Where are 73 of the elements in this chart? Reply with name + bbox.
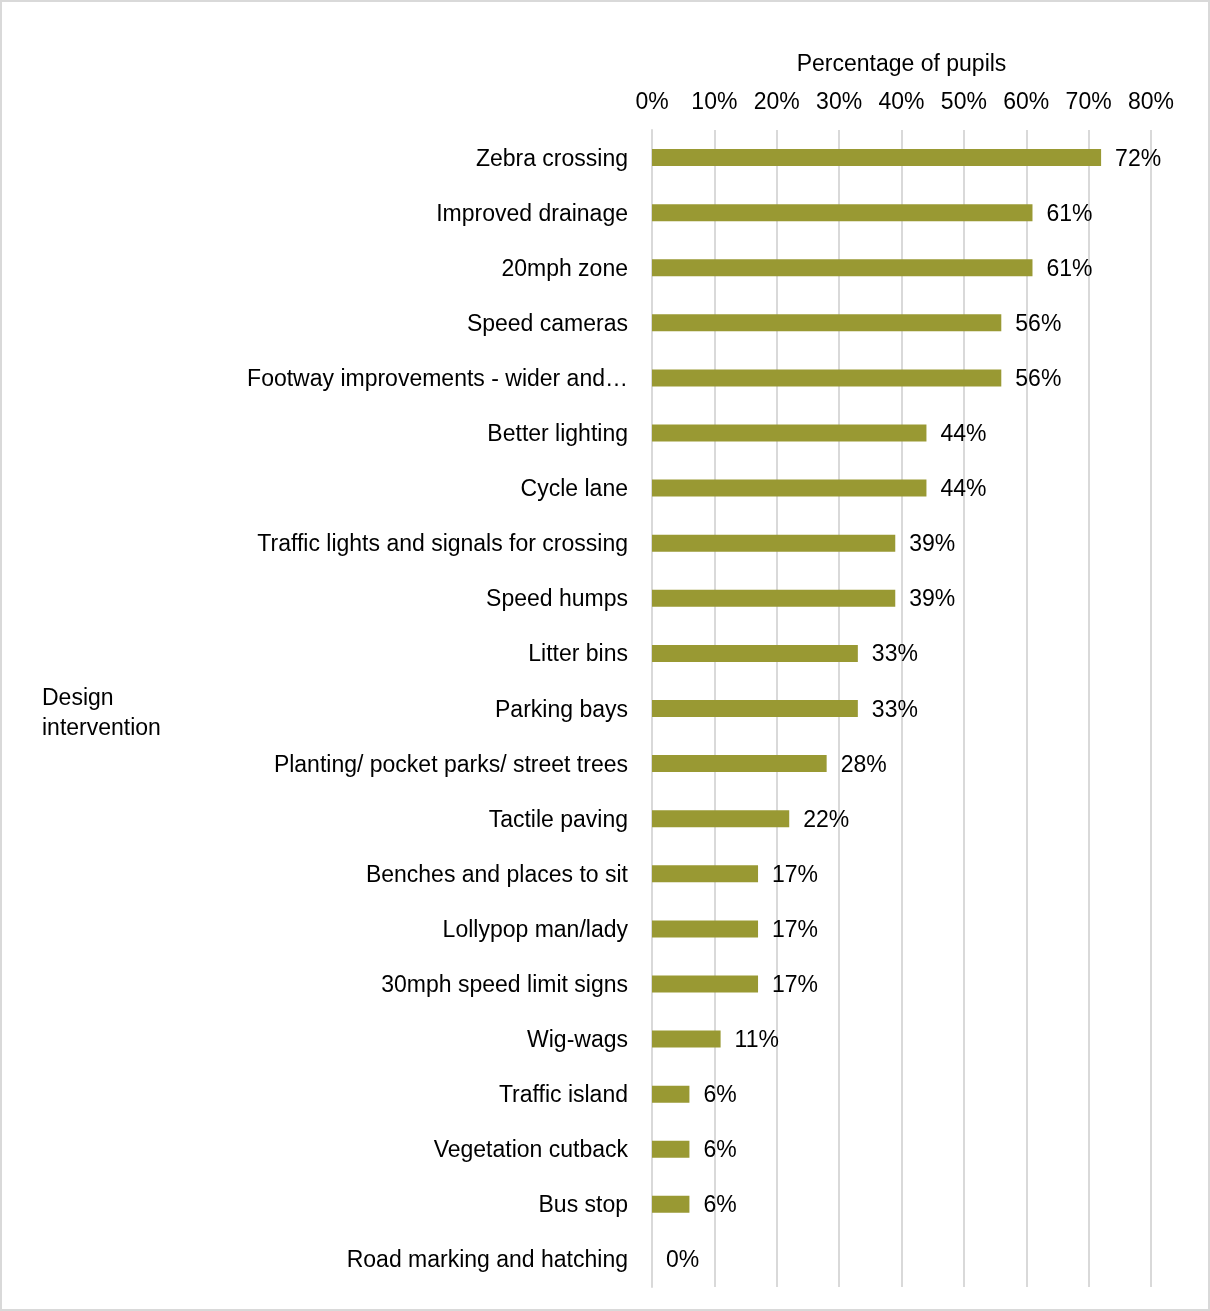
x-tick-label: 70% [1065,87,1112,114]
data-label: 56% [1015,364,1062,391]
bar [652,479,927,497]
y-tick-label: Bus stop [538,1191,628,1218]
y-tick-label: Planting/ pocket parks/ street trees [273,750,628,777]
y-axis-title: Design intervention [42,684,161,740]
bar [652,204,1033,222]
data-label: 17% [772,970,819,997]
data-label: 6% [703,1136,737,1163]
bar [652,975,759,993]
y-tick-label: Better lighting [487,420,628,447]
y-tick-label: Footway improvements - wider and… [247,364,628,391]
data-label: 17% [772,860,819,887]
x-tick-label: 60% [1003,87,1050,114]
x-tick-label: 30% [816,87,863,114]
data-label: 6% [703,1191,737,1218]
data-label: 17% [772,915,819,942]
data-label: 72% [1115,144,1162,171]
x-tick-label: 20% [753,87,800,114]
y-tick-label: Lollypop man/lady [442,915,629,942]
x-tick-label: 40% [878,87,925,114]
data-label: 0% [666,1246,700,1273]
x-tick-label: 50% [940,87,987,114]
x-tick-label: 10% [691,87,738,114]
bar [652,810,790,828]
bar [652,534,896,552]
y-tick-label: 20mph zone [501,254,628,281]
data-label: 61% [1046,199,1093,226]
y-tick-label: Wig-wags [527,1026,628,1053]
bar [652,314,1002,332]
bar [652,1195,690,1213]
bar [652,755,827,773]
x-tick-label: 80% [1127,87,1175,114]
data-label: 28% [840,750,887,777]
data-label: 33% [871,640,918,667]
bar [652,369,1002,387]
data-label: 22% [803,805,850,832]
y-tick-label: Speed cameras [466,309,628,336]
x-tick-label: 0% [635,87,669,114]
y-tick-label: Litter bins [528,640,628,667]
bar [652,644,858,662]
data-label: 56% [1015,309,1062,336]
data-label: 39% [909,585,956,612]
bar [652,920,759,938]
data-label: 44% [940,475,987,502]
bar [652,865,759,883]
y-tick-label: Benches and places to sit [365,860,629,887]
bar [652,1085,690,1103]
data-label: 39% [909,530,956,557]
x-axis-title: Percentage of pupils [796,49,1007,76]
y-tick-label: Zebra crossing [475,144,628,171]
y-tick-label: 30mph speed limit signs [381,970,628,997]
y-tick-label: Improved drainage [436,199,628,226]
y-tick-label: Tactile paving [488,805,628,832]
data-label: 11% [734,1026,779,1053]
data-label: 6% [703,1081,737,1108]
bar [652,589,896,607]
y-tick-label: Speed humps [486,585,628,612]
bar [652,149,1102,167]
y-tick-label: Vegetation cutback [433,1136,629,1163]
bar [652,700,858,717]
y-tick-label: Traffic island [498,1081,628,1108]
y-tick-label: Traffic lights and signals for crossing [257,530,628,557]
data-label: 61% [1046,254,1093,281]
bar [652,259,1033,277]
y-tick-label: Road marking and hatching [346,1246,628,1273]
data-label: 44% [940,420,987,447]
bar [652,1140,690,1158]
y-tick-label: Cycle lane [520,475,628,502]
bar [652,1030,721,1048]
data-label: 33% [871,695,918,722]
bar [652,424,927,442]
y-tick-label: Parking bays [495,695,628,722]
